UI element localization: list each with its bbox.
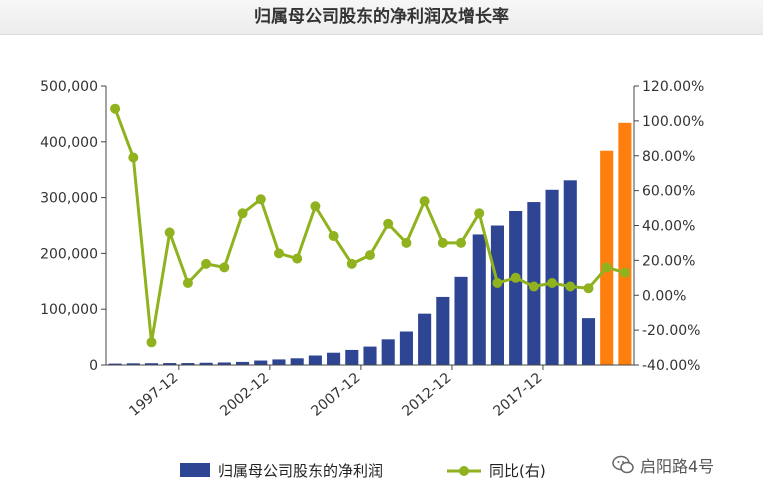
bar bbox=[217, 362, 231, 365]
bar bbox=[254, 360, 268, 365]
chart-title: 归属母公司股东的净利润及增长率 bbox=[0, 0, 763, 35]
bar bbox=[363, 346, 377, 365]
x-tick-label: 1997-12 bbox=[126, 370, 181, 420]
growth-point bbox=[310, 201, 321, 212]
growth-point bbox=[419, 196, 430, 207]
bar bbox=[454, 276, 468, 365]
bar bbox=[345, 349, 359, 365]
bar bbox=[144, 363, 159, 365]
growth-point bbox=[583, 283, 594, 294]
legend-swatch-bar bbox=[180, 463, 210, 477]
growth-point bbox=[474, 208, 485, 219]
legend-swatch-marker bbox=[459, 466, 469, 476]
x-tick-label: 2002-12 bbox=[217, 370, 272, 420]
bar bbox=[618, 122, 632, 365]
y-left-tick-label: 0 bbox=[89, 358, 98, 374]
growth-point bbox=[292, 253, 303, 264]
growth-point bbox=[456, 237, 466, 248]
bar bbox=[563, 180, 577, 365]
growth-point bbox=[346, 258, 357, 269]
y-right-tick-label: 80.00% bbox=[642, 149, 695, 165]
bar bbox=[108, 363, 122, 365]
legend-label-line: 同比(右) bbox=[489, 462, 546, 480]
growth-point bbox=[128, 152, 139, 163]
y-left-tick-label: 500,000 bbox=[40, 79, 98, 95]
growth-point bbox=[274, 248, 284, 259]
bar bbox=[418, 313, 432, 365]
growth-point bbox=[182, 278, 193, 288]
y-right-tick-label: -20.00% bbox=[642, 323, 700, 339]
wechat-icon bbox=[612, 455, 634, 474]
y-left-tick-label: 300,000 bbox=[40, 191, 98, 207]
growth-point bbox=[328, 231, 339, 241]
bar bbox=[509, 210, 523, 365]
bar bbox=[236, 361, 250, 365]
bar bbox=[472, 234, 486, 365]
x-tick-label: 2017-12 bbox=[490, 370, 545, 420]
growth-point bbox=[528, 281, 539, 292]
bar bbox=[126, 363, 140, 365]
y-right-tick-label: 0.00% bbox=[642, 288, 686, 304]
bar bbox=[308, 355, 322, 365]
bar bbox=[163, 363, 177, 365]
growth-point bbox=[164, 227, 175, 238]
x-tick-label: 2007-12 bbox=[308, 370, 363, 420]
bar bbox=[600, 150, 614, 365]
growth-point bbox=[492, 278, 503, 288]
watermark-text: 启阳路4号 bbox=[640, 457, 715, 476]
bar bbox=[581, 318, 596, 365]
growth-point bbox=[110, 103, 121, 114]
growth-point bbox=[619, 267, 630, 278]
watermark: 启阳路4号 bbox=[612, 452, 714, 478]
growth-point bbox=[237, 208, 248, 219]
bar bbox=[199, 362, 213, 365]
y-right-tick-label: -40.00% bbox=[642, 358, 700, 374]
bar bbox=[381, 339, 395, 365]
y-right-tick-label: 40.00% bbox=[642, 219, 695, 235]
y-left-tick-label: 100,000 bbox=[40, 302, 98, 318]
bar-series bbox=[108, 122, 632, 365]
bar bbox=[490, 225, 504, 365]
growth-point bbox=[510, 272, 521, 283]
growth-point bbox=[601, 262, 612, 273]
y-left-tick-label: 400,000 bbox=[40, 135, 98, 151]
growth-point bbox=[219, 262, 230, 273]
legend-label-bar: 归属母公司股东的净利润 bbox=[218, 462, 383, 480]
growth-point bbox=[201, 258, 212, 269]
x-tick-label: 2012-12 bbox=[399, 370, 454, 420]
bar bbox=[545, 189, 559, 365]
bar bbox=[272, 359, 286, 365]
bar bbox=[399, 331, 413, 365]
y-right-tick-label: 20.00% bbox=[642, 253, 695, 269]
y-right-tick-label: 60.00% bbox=[642, 184, 695, 200]
growth-point bbox=[547, 278, 558, 288]
legend: 归属母公司股东的净利润 同比(右) bbox=[180, 462, 546, 480]
chart: 0 100,000 200,000 300,000 400,000 500,000 -40.… bbox=[40, 79, 704, 480]
growth-point bbox=[565, 281, 576, 292]
growth-point bbox=[146, 337, 157, 348]
bar bbox=[436, 296, 450, 365]
y-right-tick-label: 100.00% bbox=[642, 114, 704, 130]
growth-point bbox=[365, 250, 375, 261]
y-right-tick-label: 120.00% bbox=[642, 79, 704, 95]
line-series bbox=[110, 103, 630, 348]
bar bbox=[181, 363, 195, 365]
growth-point bbox=[401, 237, 412, 248]
growth-point bbox=[255, 194, 266, 205]
growth-point bbox=[383, 218, 394, 229]
y-left-tick-label: 200,000 bbox=[40, 246, 98, 262]
growth-point bbox=[437, 237, 448, 248]
bar bbox=[290, 358, 304, 365]
bar bbox=[327, 352, 341, 365]
